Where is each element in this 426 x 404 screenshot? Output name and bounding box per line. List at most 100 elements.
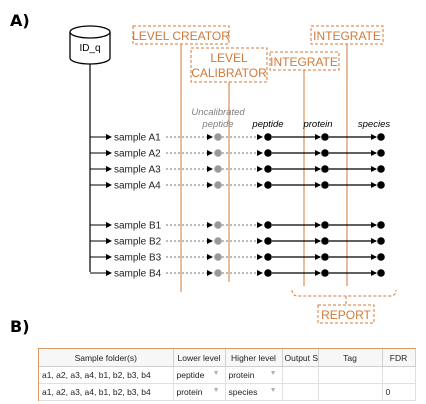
sample-row: sample B4 bbox=[90, 269, 385, 280]
sample-label: sample B2 bbox=[114, 237, 162, 248]
report-box: REPORT bbox=[317, 304, 375, 324]
protein-node bbox=[321, 149, 329, 157]
uncalibrated-node bbox=[214, 165, 222, 173]
species-node bbox=[377, 221, 385, 229]
peptide-node bbox=[264, 253, 272, 261]
integrate-box-1: INTEGRATE bbox=[269, 51, 340, 71]
uncalibrated-node bbox=[214, 181, 222, 189]
uncalibrated-node bbox=[214, 149, 222, 157]
protein-node bbox=[321, 165, 329, 173]
sample-row: sample A1 bbox=[90, 133, 385, 144]
tag-cell[interactable] bbox=[318, 366, 383, 384]
tag-cell[interactable] bbox=[318, 383, 383, 401]
table-header-row: Sample folder(s) Lower level Higher leve… bbox=[39, 349, 416, 367]
dropdown-caret-icon[interactable]: ▼ bbox=[269, 370, 277, 377]
species-node bbox=[377, 165, 385, 173]
dropdown-caret-icon[interactable]: ▼ bbox=[269, 387, 277, 394]
lower-level-cell[interactable]: protein ▼ bbox=[173, 383, 226, 401]
report-bracket bbox=[291, 289, 397, 297]
protein-node bbox=[321, 237, 329, 245]
sample-label: sample B3 bbox=[114, 253, 162, 264]
integrate-label-2: INTEGRATE bbox=[313, 29, 381, 43]
lower-level-cell[interactable]: peptide ▼ bbox=[173, 366, 226, 384]
peptide-node bbox=[264, 237, 272, 245]
peptide-node bbox=[264, 149, 272, 157]
lower-level-value: peptide bbox=[176, 370, 205, 380]
peptide-node bbox=[264, 133, 272, 141]
header-higher-level[interactable]: Higher level bbox=[225, 349, 283, 367]
table-row[interactable]: a1, a2, a3, a4, b1, b2, b3, b4 peptide ▼ … bbox=[39, 366, 416, 384]
level-calibrator-label-1: LEVEL bbox=[210, 51, 248, 65]
panel-b-label: B) bbox=[10, 317, 30, 336]
header-tag[interactable]: Tag bbox=[318, 349, 383, 367]
level-creator-box: LEVEL CREATOR bbox=[132, 25, 230, 45]
fdr-cell[interactable] bbox=[382, 366, 416, 384]
sample-label: sample B4 bbox=[114, 269, 162, 280]
uncalibrated-node bbox=[214, 269, 222, 277]
species-header: species bbox=[358, 119, 390, 130]
sample-label: sample A1 bbox=[114, 133, 161, 144]
sample-row: sample A3 bbox=[90, 165, 385, 176]
sample-row: sample B1 bbox=[90, 221, 385, 232]
database-label: ID_q bbox=[79, 43, 100, 54]
species-node bbox=[377, 133, 385, 141]
sample-rows: sample A1 sample A2 sample A3 sample A4 samp… bbox=[90, 133, 385, 280]
sample-row: sample B2 bbox=[90, 237, 385, 248]
fdr-cell[interactable]: 0 bbox=[382, 383, 416, 401]
peptide-node bbox=[264, 269, 272, 277]
higher-level-value: species bbox=[228, 387, 258, 397]
output-cell[interactable] bbox=[282, 366, 319, 384]
sample-label: sample A4 bbox=[114, 181, 161, 192]
peptide-node bbox=[264, 165, 272, 173]
peptide-node bbox=[264, 221, 272, 229]
uncalibrated-node bbox=[214, 237, 222, 245]
sample-row: sample A4 bbox=[90, 181, 385, 192]
dropdown-caret-icon[interactable]: ▼ bbox=[212, 370, 220, 377]
uncalibrated-node bbox=[214, 133, 222, 141]
database-icon: ID_q bbox=[69, 25, 111, 65]
protein-node bbox=[321, 133, 329, 141]
header-lower-level[interactable]: Lower level bbox=[173, 349, 226, 367]
uncalibrated-header-2: peptide bbox=[201, 119, 233, 130]
lower-level-value: protein bbox=[176, 387, 203, 397]
sample-row: sample A2 bbox=[90, 149, 385, 160]
table-row[interactable]: a1, a2, a3, a4, b1, b2, b3, b4 protein ▼ … bbox=[39, 383, 416, 401]
panel-a-label: A) bbox=[10, 11, 30, 30]
species-node bbox=[377, 237, 385, 245]
levels-table: Sample folder(s) Lower level Higher leve… bbox=[38, 348, 416, 401]
species-node bbox=[377, 181, 385, 189]
species-node bbox=[377, 269, 385, 277]
higher-level-cell[interactable]: protein ▼ bbox=[225, 366, 283, 384]
level-creator-label: LEVEL CREATOR bbox=[132, 29, 230, 43]
species-node bbox=[377, 253, 385, 261]
higher-level-cell[interactable]: species ▼ bbox=[225, 383, 283, 401]
protein-node bbox=[321, 269, 329, 277]
species-node bbox=[377, 149, 385, 157]
sample-row: sample B3 bbox=[90, 253, 385, 264]
uncalibrated-header-1: Uncalibrated bbox=[191, 107, 245, 118]
dropdown-caret-icon[interactable]: ▼ bbox=[212, 387, 220, 394]
integrate-label-1: INTEGRATE bbox=[270, 55, 338, 69]
level-calibrator-label-2: CALIBRATOR bbox=[191, 66, 267, 80]
higher-level-value: protein bbox=[228, 370, 255, 380]
peptide-header: peptide bbox=[251, 119, 283, 130]
output-cell[interactable] bbox=[282, 383, 319, 401]
sample-label: sample A2 bbox=[114, 149, 161, 160]
header-sample-folders[interactable]: Sample folder(s) bbox=[39, 349, 174, 367]
uncalibrated-node bbox=[214, 221, 222, 229]
report-label: REPORT bbox=[321, 308, 371, 322]
level-calibrator-box: LEVEL CALIBRATOR bbox=[190, 47, 268, 83]
sample-folders-cell[interactable]: a1, a2, a3, a4, b1, b2, b3, b4 bbox=[39, 366, 174, 384]
sample-folders-cell[interactable]: a1, a2, a3, a4, b1, b2, b3, b4 bbox=[39, 383, 174, 401]
uncalibrated-node bbox=[214, 253, 222, 261]
header-output[interactable]: Output S bbox=[282, 349, 319, 367]
integrate-box-2: INTEGRATE bbox=[310, 25, 384, 45]
peptide-node bbox=[264, 181, 272, 189]
protein-node bbox=[321, 253, 329, 261]
workflow-diagram: A) ID_q LEVEL CREATOR LEVEL CALIBRATOR I… bbox=[10, 11, 397, 336]
protein-node bbox=[321, 181, 329, 189]
protein-node bbox=[321, 221, 329, 229]
sample-label: sample A3 bbox=[114, 165, 161, 176]
protein-header: protein bbox=[302, 119, 332, 130]
header-fdr[interactable]: FDR bbox=[382, 349, 416, 367]
